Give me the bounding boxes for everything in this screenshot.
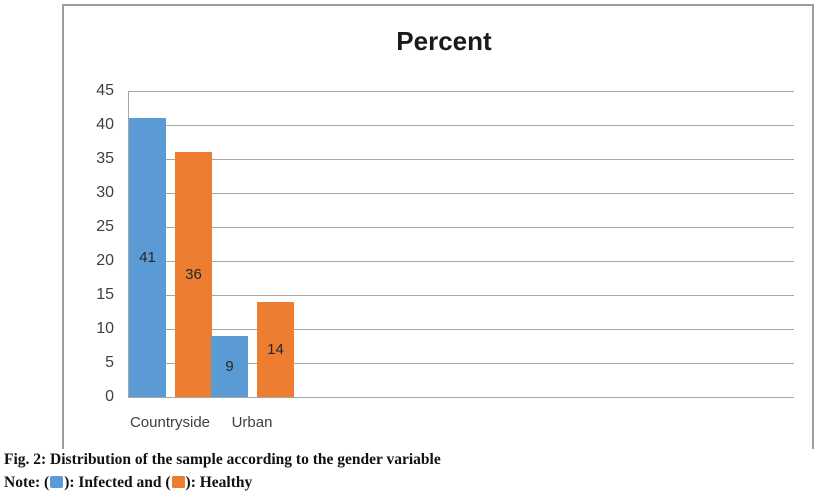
y-axis-tick-label: 15 [96,286,114,303]
gridline [128,363,794,364]
healthy-color-swatch-icon [171,476,185,488]
y-axis-tick-label: 40 [96,116,114,133]
bar-value-label: 9 [225,358,234,375]
x-axis-category-label: Countryside [129,414,211,431]
y-axis-tick-label: 0 [105,388,114,405]
chart-title: Percent [396,26,492,56]
infected-color-swatch-icon [50,476,64,488]
y-axis-tick-label: 45 [96,82,114,99]
y-axis-tick-label: 20 [96,252,114,269]
note-suffix: ): Healthy [185,474,253,491]
bar-value-label: 41 [139,249,156,266]
bar-healthy-countryside: 36 [175,152,212,397]
gridline [128,295,794,296]
gridline [128,329,794,330]
y-axis-tick-label: 25 [96,218,114,235]
bar-healthy-urban: 14 [257,302,294,397]
gridline [128,193,794,194]
gridline [128,227,794,228]
bar-infected-urban: 9 [211,336,248,397]
gridline [128,159,794,160]
y-axis-line [128,91,129,398]
figure-note: Note: ( ): Infected and ( ): Healthy [4,474,252,492]
gridline [128,91,794,92]
y-axis-tick-label: 35 [96,150,114,167]
bar-value-label: 14 [267,341,284,358]
bar-value-label: 36 [185,266,202,283]
bar-infected-countryside: 41 [129,118,166,397]
y-axis-tick-label: 5 [105,354,114,371]
y-axis-tick-label: 10 [96,320,114,337]
note-prefix: Note: ( [4,474,50,491]
gridline [128,261,794,262]
note-mid: ): Infected and ( [64,474,171,491]
gridline [128,397,794,398]
y-axis-tick-label: 30 [96,184,114,201]
figure-caption: Fig. 2: Distribution of the sample accor… [4,451,441,468]
gridline [128,125,794,126]
x-axis-category-label: Urban [231,414,273,431]
